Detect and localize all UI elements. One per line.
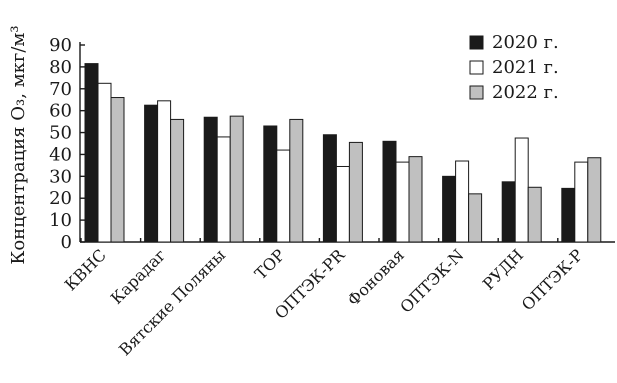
legend-swatch bbox=[469, 85, 484, 100]
legend-label: 2020 г. bbox=[492, 32, 559, 53]
category-label: ТОР bbox=[251, 245, 289, 283]
bar-3-1 bbox=[110, 97, 125, 243]
bar-1-6 bbox=[382, 140, 397, 243]
bar-2-5 bbox=[335, 165, 350, 243]
bar-3-3 bbox=[229, 115, 244, 243]
y-axis-title: Концентрация O₃, мкг/м³ bbox=[8, 25, 29, 264]
category-label: Карадаг bbox=[107, 245, 170, 308]
bar-2-8 bbox=[514, 137, 529, 243]
y-tick-label: 60 bbox=[49, 101, 72, 122]
bar-layer bbox=[84, 63, 602, 243]
bar-1-5 bbox=[322, 134, 337, 243]
bar-1-1 bbox=[84, 63, 99, 243]
bar-1-9 bbox=[561, 187, 576, 243]
category-label: РУДН bbox=[479, 245, 527, 293]
bar-2-7 bbox=[455, 160, 470, 243]
y-tick-label: 0 bbox=[61, 232, 72, 253]
bar-1-4 bbox=[263, 125, 278, 243]
category-label: ОПТЭК-Р bbox=[518, 245, 587, 314]
y-tick-label: 90 bbox=[49, 35, 72, 56]
y-tick-label: 20 bbox=[49, 188, 72, 209]
bar-3-7 bbox=[468, 193, 483, 243]
bar-3-2 bbox=[170, 118, 185, 243]
bar-2-1 bbox=[97, 82, 112, 243]
bar-3-8 bbox=[527, 186, 542, 243]
legend-label: 2022 г. bbox=[492, 82, 559, 103]
bar-2-9 bbox=[574, 161, 589, 243]
y-tick-label: 40 bbox=[49, 144, 72, 165]
legend-swatch bbox=[469, 35, 484, 50]
category-label: ОПТЭК-N bbox=[396, 245, 467, 316]
bar-1-8 bbox=[501, 181, 516, 243]
legend: 2020 г. 2021 г. 2022 г. bbox=[469, 32, 559, 103]
bar-1-3 bbox=[203, 116, 218, 243]
bar-1-2 bbox=[144, 104, 159, 243]
bar-2-3 bbox=[216, 136, 231, 243]
bar-3-4 bbox=[289, 118, 304, 243]
y-tick-label: 30 bbox=[49, 166, 72, 187]
bar-3-5 bbox=[348, 141, 363, 243]
bar-1-7 bbox=[442, 175, 457, 243]
bar-3-6 bbox=[408, 156, 423, 243]
category-label: Вятские Поляны bbox=[115, 245, 229, 359]
y-tick-label: 80 bbox=[49, 57, 72, 78]
legend-swatch bbox=[469, 60, 484, 75]
bar-2-2 bbox=[157, 100, 172, 243]
y-tick-label: 50 bbox=[49, 123, 72, 144]
y-tick-label: 10 bbox=[49, 210, 72, 231]
bar-2-4 bbox=[276, 149, 291, 243]
bar-3-9 bbox=[587, 157, 602, 243]
y-tick-label: 70 bbox=[49, 79, 72, 100]
legend-label: 2021 г. bbox=[492, 57, 559, 78]
bar-2-6 bbox=[395, 161, 410, 243]
